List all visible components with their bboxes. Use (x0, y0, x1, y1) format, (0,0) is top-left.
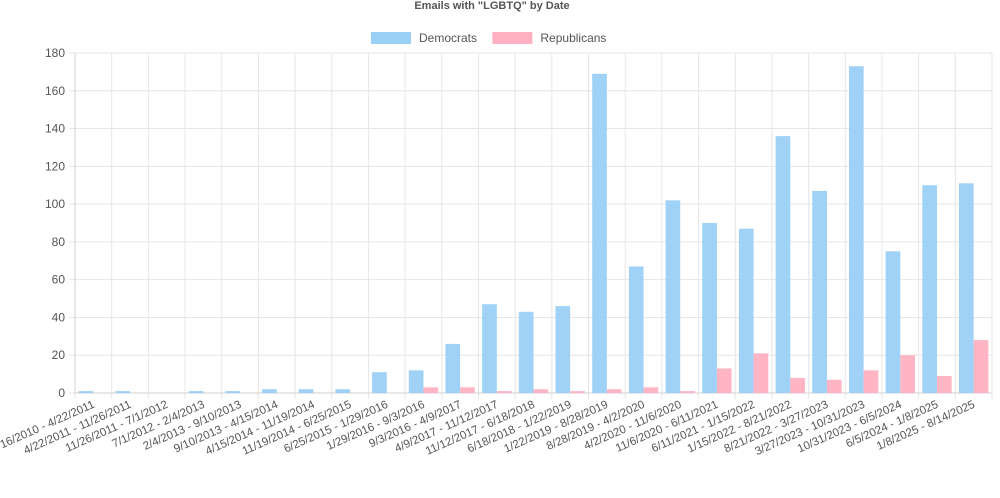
legend[interactable]: Democrats Republicans (371, 31, 606, 45)
legend-item-republicans[interactable]: Republicans (492, 31, 606, 45)
y-tick-label: 100 (45, 197, 65, 211)
bar-democrats[interactable]: Democrats: 2 (262, 389, 277, 393)
bar-democrats[interactable]: Democrats: 107 (812, 190, 827, 393)
bar-republicans[interactable]: Republicans: 21 (753, 353, 769, 393)
grid (69, 52, 993, 399)
bar-republicans[interactable]: Republicans: 13 (716, 368, 732, 393)
bar-republicans[interactable]: Republicans: 28 (973, 340, 989, 393)
bar-democrats[interactable]: Democrats: 90 (702, 223, 717, 393)
bar-democrats[interactable]: Democrats: 1 (225, 391, 241, 393)
bar-democrats[interactable]: Democrats: 11 (372, 372, 387, 393)
bar-democrats[interactable]: Democrats: 12 (408, 370, 424, 393)
bar-democrats[interactable]: Democrats: 26 (445, 343, 461, 393)
y-tick-label: 180 (45, 46, 65, 60)
bar-democrats[interactable]: Democrats: 136 (775, 136, 791, 394)
bar-democrats[interactable]: Democrats: 1 (188, 391, 204, 393)
bar-democrats[interactable]: Democrats: 110 (922, 185, 937, 393)
y-tick-label: 140 (45, 122, 65, 136)
bar-republicans[interactable]: Republicans: 3 (643, 387, 659, 393)
y-tick-label: 60 (52, 273, 66, 287)
bar-republicans[interactable]: Republicans: 1 (680, 391, 695, 393)
bar-republicans[interactable]: Republicans: 8 (790, 377, 805, 393)
y-tick-label: 40 (52, 310, 66, 324)
bar-republicans[interactable]: Republicans: 12 (863, 370, 879, 393)
bar-democrats[interactable]: Democrats: 87 (738, 228, 754, 393)
bar-democrats[interactable]: Democrats: 75 (885, 251, 901, 393)
bar-democrats[interactable]: Democrats: 102 (665, 200, 681, 393)
legend-swatch-republicans (492, 32, 533, 44)
bar-democrats[interactable]: Democrats: 1 (115, 391, 131, 393)
bar-republicans[interactable]: Republicans: 9 (936, 376, 952, 393)
bars: Democrats: 1Democrats: 1Democrats: 0Demo… (78, 66, 989, 394)
bar-democrats[interactable]: Democrats: 2 (335, 389, 351, 393)
bar-democrats[interactable]: Democrats: 111 (958, 183, 974, 393)
y-tick-label: 80 (52, 235, 66, 249)
bar-republicans[interactable]: Republicans: 2 (606, 389, 622, 393)
legend-label-republicans: Republicans (540, 31, 606, 45)
bar-democrats[interactable]: Democrats: 67 (628, 266, 644, 393)
chart-title: Emails with "LGBTQ" by Date (414, 0, 569, 12)
bar-republicans[interactable]: Republicans: 3 (423, 387, 439, 393)
y-tick-label: 120 (45, 159, 65, 173)
bar-democrats[interactable]: Democrats: 169 (592, 73, 607, 393)
bar-democrats[interactable]: Democrats: 173 (848, 66, 864, 393)
bar-democrats[interactable]: Democrats: 2 (298, 389, 314, 393)
bar-democrats[interactable]: Democrats: 47 (482, 304, 497, 393)
legend-item-democrats[interactable]: Democrats (371, 31, 477, 45)
y-tick-label: 160 (45, 84, 65, 98)
y-tick-label: 20 (52, 348, 66, 362)
bar-republicans[interactable]: Republicans: 2 (533, 389, 549, 393)
legend-swatch-democrats (371, 32, 411, 44)
bar-republicans[interactable]: Republicans: 1 (570, 391, 585, 393)
bar-republicans[interactable]: Republicans: 3 (460, 387, 475, 393)
bar-democrats[interactable]: Democrats: 43 (518, 311, 534, 393)
legend-label-democrats: Democrats (419, 31, 477, 45)
bar-republicans[interactable]: Republicans: 7 (826, 379, 842, 393)
bar-democrats[interactable]: Democrats: 46 (555, 306, 571, 393)
bar-republicans[interactable]: Republicans: 1 (496, 391, 512, 393)
bar-democrats[interactable]: Democrats: 1 (78, 391, 94, 393)
y-tick-label: 0 (58, 386, 65, 400)
bar-republicans[interactable]: Republicans: 20 (900, 355, 915, 393)
